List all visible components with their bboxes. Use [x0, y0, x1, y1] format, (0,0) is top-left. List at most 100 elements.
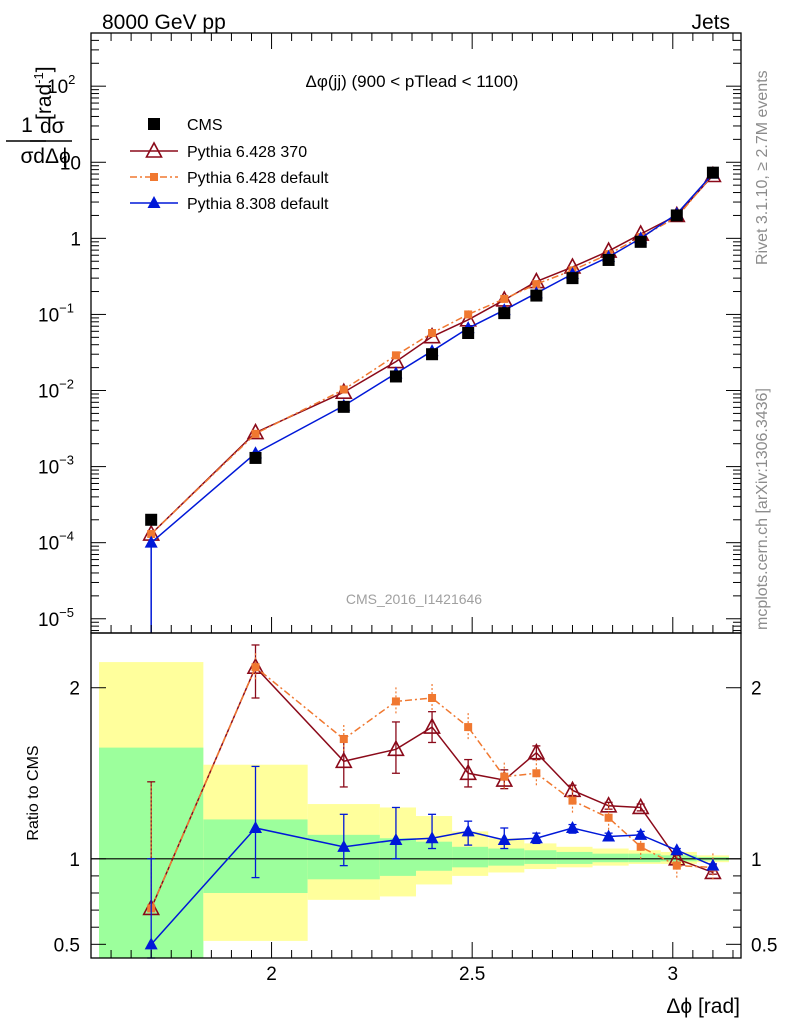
ratio-series	[142, 644, 722, 959]
svg-text:dσ: dσ	[40, 115, 65, 138]
ratio-xtick-label-2: 3	[668, 964, 679, 985]
legend-marker-py6-default	[150, 173, 158, 181]
main-point-py6-default-2	[339, 385, 348, 394]
ratio-ytick-label-right-2: 2	[751, 679, 762, 700]
main-point-py6-default-6	[500, 294, 509, 303]
ratio-point-py6-default-7	[532, 769, 541, 778]
legend-label-py6-370: Pythia 6.428 370	[187, 144, 307, 161]
header-left: 8000 GeV pp	[102, 11, 226, 34]
ratio-point-py8-10	[634, 827, 648, 840]
legend-label-py6-default: Pythia 6.428 default	[187, 170, 329, 187]
ratio-point-py8-8	[565, 821, 579, 833]
axes: 10−5 10−4 10−3 10−2 10−1 1 10 102 2 2.5 3 0.5 0.5 1 1 2…	[38, 32, 777, 985]
band-inner-10	[628, 853, 661, 863]
ratio-point-py6-370-4	[423, 717, 441, 734]
ratio-point-py6-default-2	[339, 735, 348, 744]
ratio-point-py6-370-7	[527, 743, 546, 760]
legend-label-cms: CMS	[187, 117, 223, 134]
main-ytick-label-5: 1	[70, 229, 81, 250]
ratio-point-py6-370-5	[459, 763, 477, 781]
ratio-ytick-label-left-2: 2	[69, 679, 80, 700]
band-inner-4	[416, 841, 453, 871]
ratio-frame	[90, 632, 742, 959]
ratio-point-py6-370-2	[334, 751, 353, 769]
ratio-point-py6-default-9	[604, 813, 613, 822]
ratio-point-py6-370-3	[387, 739, 405, 757]
svg-text:σ: σ	[21, 145, 34, 168]
ratio-y-axis-label: Ratio to CMS	[25, 745, 42, 840]
main-point-cms-3	[389, 370, 402, 383]
ratio-ytick-label-right-1: 1	[751, 850, 762, 871]
ratio-point-py6-default-10	[636, 842, 645, 851]
main-point-py8-0	[144, 535, 158, 548]
legend-marker-py6-370	[145, 141, 163, 158]
ratio-xtick-label-0: 2	[266, 964, 277, 985]
main-series	[142, 165, 722, 633]
main-point-cms-0	[145, 513, 158, 526]
rivet-version-label: Rivet 3.1.10, ≥ 2.7M events	[754, 70, 771, 265]
main-point-cms-5	[462, 327, 475, 340]
main-point-cms-4	[426, 348, 439, 361]
ratio-point-py6-default-8	[568, 796, 577, 805]
ratio-ytick-label-right-0: 0.5	[751, 935, 777, 956]
svg-text:dΔϕ: dΔϕ	[33, 145, 70, 168]
ratio-point-py6-default-4	[428, 694, 437, 702]
legend-item-py6-370: Pythia 6.428 370	[130, 141, 307, 161]
ratio-ytick-label-left-1: 1	[69, 850, 80, 871]
ratio-point-py6-default-11	[672, 861, 681, 870]
band-inner-7	[524, 850, 557, 864]
legend: CMS Pythia 6.428 370 Pythia 6.428 default P…	[130, 117, 329, 213]
main-point-cms-10	[634, 235, 647, 248]
x-axis-label: Δϕ [rad]	[666, 995, 740, 1018]
ratio-point-py8-0	[144, 937, 158, 950]
main-point-py6-default-1	[251, 429, 260, 438]
main-ytick-label-4: 10−1	[38, 300, 74, 326]
main-point-cms-6	[498, 307, 511, 320]
main-point-cms-9	[602, 253, 615, 266]
header-right: Jets	[691, 11, 730, 34]
main-point-cms-11	[670, 209, 683, 222]
analysis-id-watermark: CMS_2016_I1421646	[346, 591, 482, 607]
mcplots-label: mcplots.cern.ch [arXiv:1306.3436]	[754, 388, 771, 630]
main-point-py6-default-7	[532, 280, 541, 289]
ratio-point-py6-default-1	[251, 663, 260, 672]
main-point-py6-default-5	[464, 310, 473, 319]
legend-item-py6-default: Pythia 6.428 default	[130, 170, 329, 187]
legend-item-cms: CMS	[148, 117, 223, 134]
ratio-point-py8-6	[497, 832, 511, 845]
legend-item-py8: Pythia 8.308 default	[130, 196, 329, 213]
ratio-point-py8-9	[602, 829, 616, 842]
ratio-point-py8-7	[529, 831, 543, 844]
legend-marker-py8	[147, 196, 161, 208]
band-inner-6	[488, 848, 525, 866]
legend-label-py8: Pythia 8.308 default	[187, 196, 329, 213]
ratio-ytick-label-left-0: 0.5	[54, 935, 80, 956]
ratio-series-py8	[144, 765, 720, 959]
ratio-xtick-label-1: 2.5	[459, 964, 485, 985]
ratio-point-py8-3	[389, 832, 403, 845]
band-inner-5	[452, 846, 489, 868]
main-ytick-label-7: 102	[47, 72, 75, 98]
svg-text:1: 1	[21, 114, 33, 137]
ratio-point-py8-5	[461, 824, 475, 837]
legend-marker-cms	[148, 118, 160, 130]
main-y-axis-label: 1 σ dσ dΔϕ [rad-1]	[6, 66, 72, 168]
ratio-point-py8-12	[706, 858, 720, 871]
main-point-cms-8	[566, 272, 579, 285]
main-series-cms	[145, 166, 719, 526]
main-point-py6-default-0	[147, 530, 156, 539]
main-ytick-label-2: 10−3	[38, 453, 74, 479]
main-ytick-label-3: 10−2	[38, 377, 74, 403]
ratio-point-py6-default-5	[464, 723, 473, 732]
ratio-point-py8-1	[249, 821, 263, 833]
ratio-uncertainty-bands	[91, 662, 741, 958]
main-point-py6-default-3	[391, 351, 400, 360]
band-inner-9	[592, 853, 629, 863]
ratio-point-py6-default-3	[391, 697, 400, 706]
main-point-py6-default-4	[428, 329, 437, 338]
main-point-cms-7	[530, 289, 543, 302]
main-point-cms-1	[249, 451, 262, 464]
ratio-point-py8-2	[337, 839, 351, 852]
main-ytick-label-1: 10−4	[38, 529, 74, 555]
